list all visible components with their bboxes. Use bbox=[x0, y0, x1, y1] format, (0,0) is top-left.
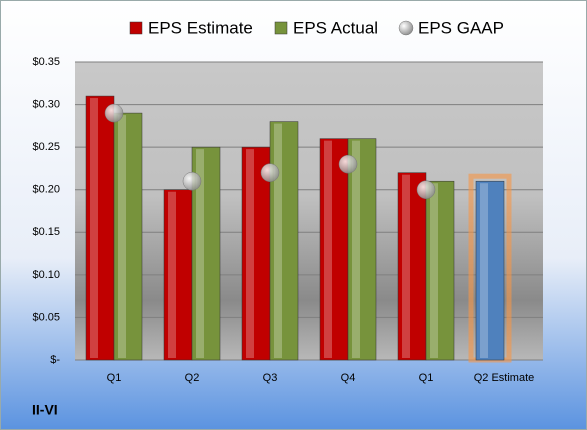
bar bbox=[397, 172, 427, 361]
x-tick-label: Q1 bbox=[419, 372, 434, 384]
x-tick-label: Q3 bbox=[263, 372, 278, 384]
bar-shine bbox=[430, 183, 438, 358]
bar bbox=[425, 180, 455, 361]
x-tick-label: Q2 Estimate bbox=[474, 372, 535, 384]
bar bbox=[85, 95, 115, 361]
y-tick-label: $0.15 bbox=[32, 226, 60, 238]
x-tick-label: Q1 bbox=[107, 372, 122, 384]
legend-swatch bbox=[129, 21, 143, 35]
gaap-point bbox=[182, 171, 202, 191]
bar-shine bbox=[324, 140, 332, 358]
x-tick-label: Q2 bbox=[185, 372, 200, 384]
bar-shine bbox=[402, 174, 410, 358]
y-tick-label: $- bbox=[50, 354, 60, 366]
chart-title: II-VI bbox=[32, 402, 58, 418]
bar bbox=[269, 121, 299, 361]
y-tick-label: $0.20 bbox=[32, 184, 60, 196]
bar bbox=[163, 189, 193, 361]
bar bbox=[347, 138, 377, 361]
y-tick-label: $0.10 bbox=[32, 269, 60, 281]
y-tick-label: $0.30 bbox=[32, 98, 60, 110]
bar bbox=[475, 180, 505, 361]
bar bbox=[113, 112, 143, 361]
bar-shine bbox=[90, 98, 98, 359]
legend-label: EPS Actual bbox=[293, 18, 378, 37]
bar-shine bbox=[196, 149, 204, 358]
legend-swatch bbox=[274, 21, 288, 35]
bar-shine bbox=[168, 191, 176, 358]
bar bbox=[241, 146, 271, 361]
gaap-point bbox=[260, 163, 280, 182]
y-tick-label: $0.05 bbox=[32, 311, 60, 323]
gaap-point bbox=[338, 154, 358, 174]
bar-shine bbox=[118, 115, 126, 358]
plot-area bbox=[75, 62, 543, 360]
y-tick-label: $0.25 bbox=[32, 141, 60, 153]
bar-shine bbox=[246, 149, 254, 358]
legend-swatch bbox=[398, 20, 414, 36]
legend-label: EPS GAAP bbox=[418, 18, 504, 37]
y-tick-label: $0.35 bbox=[32, 56, 60, 68]
bar-shine bbox=[480, 183, 488, 358]
bar-shine bbox=[352, 140, 360, 358]
gaap-point bbox=[416, 180, 436, 199]
bar-shine bbox=[274, 123, 282, 358]
bar bbox=[319, 138, 349, 361]
gaap-point bbox=[104, 103, 124, 123]
x-tick-label: Q4 bbox=[341, 372, 356, 384]
legend-label: EPS Estimate bbox=[148, 18, 253, 37]
